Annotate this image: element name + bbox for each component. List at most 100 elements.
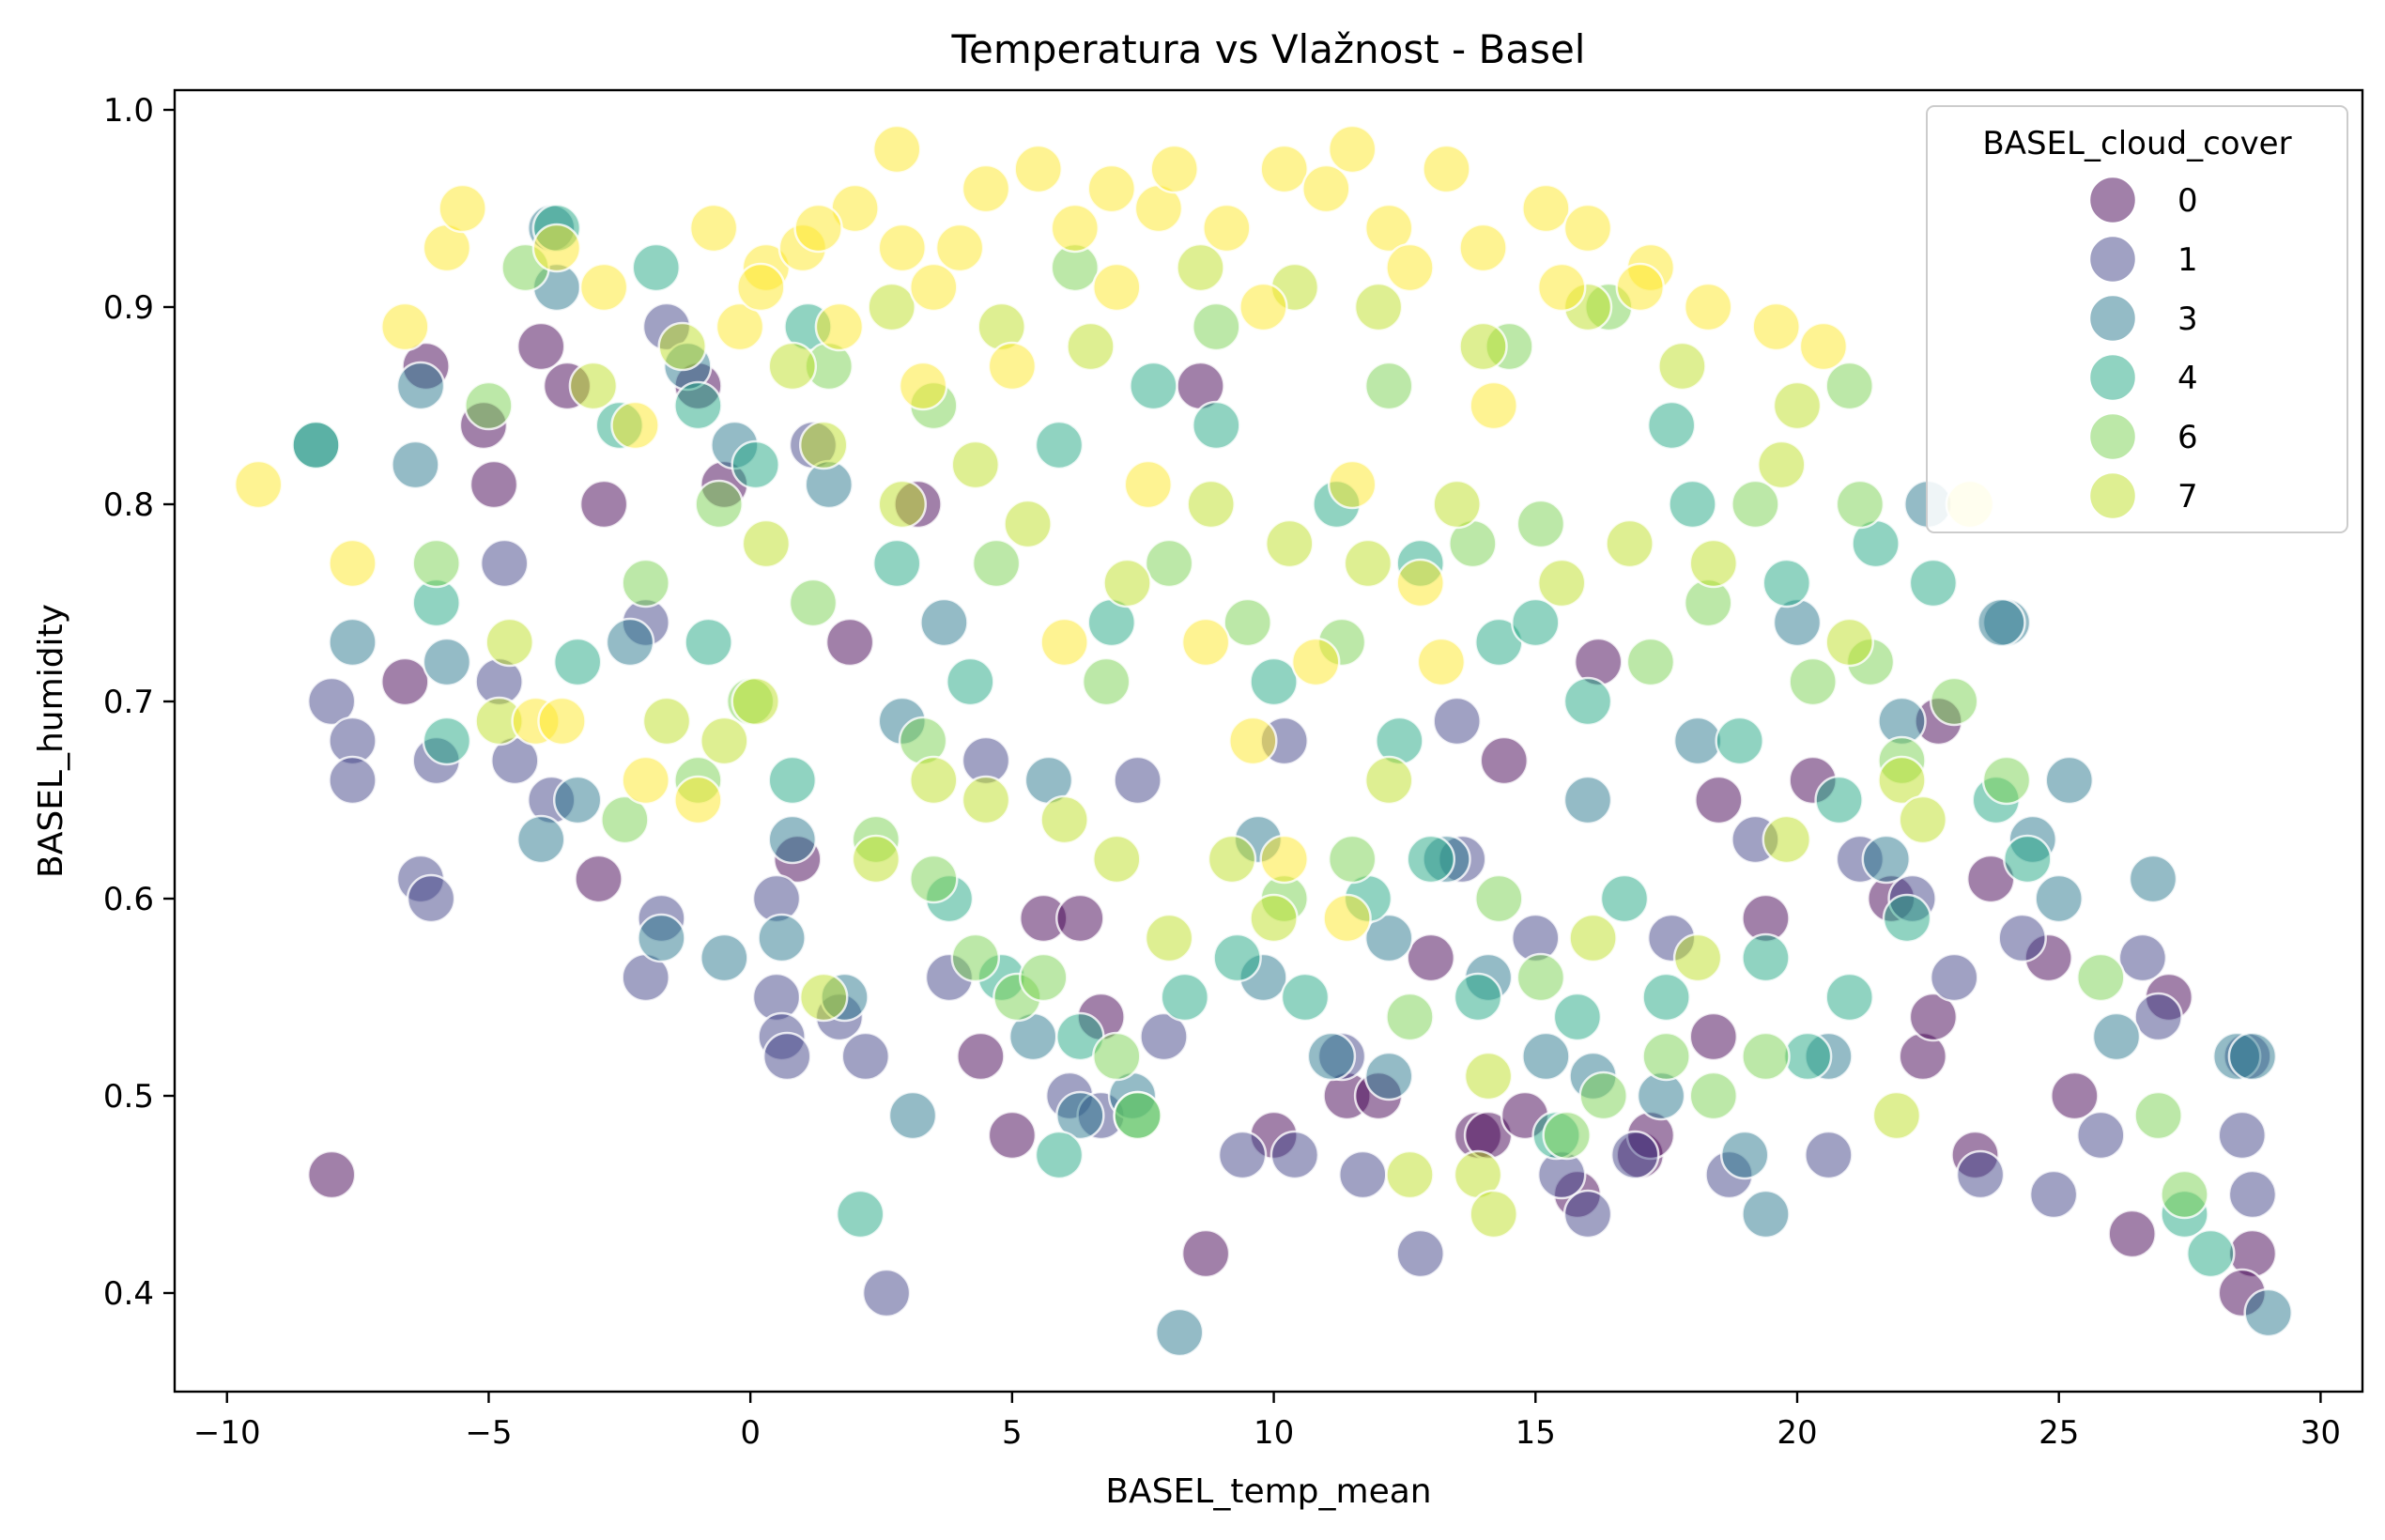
data-point	[798, 420, 849, 470]
x-tick-label: 0	[740, 1414, 761, 1452]
data-point	[877, 479, 928, 530]
data-point	[1762, 814, 1812, 865]
data-point	[1463, 1051, 1514, 1101]
data-point	[1081, 656, 1131, 707]
data-point	[1683, 282, 1733, 332]
legend-title: BASEL_cloud_cover	[1982, 125, 2291, 162]
data-point	[867, 282, 916, 332]
data-point	[328, 755, 377, 806]
data-point	[736, 262, 786, 313]
data-point	[1327, 834, 1377, 885]
data-point	[2133, 992, 2183, 1042]
data-point	[1578, 1070, 1628, 1121]
data-point	[1102, 558, 1152, 608]
data-point	[767, 814, 818, 865]
data-point	[1719, 1130, 1770, 1180]
x-tick-label: −10	[193, 1414, 261, 1452]
data-point	[946, 656, 995, 707]
data-point	[1249, 893, 1299, 944]
data-point	[1751, 301, 1801, 352]
y-tick-label: 0.9	[103, 289, 154, 327]
data-point	[861, 1268, 912, 1318]
legend-label: 6	[2177, 419, 2198, 456]
data-point	[1762, 558, 1812, 608]
data-point	[1641, 972, 1691, 1023]
data-point	[1113, 1090, 1162, 1141]
data-point	[1249, 656, 1299, 707]
data-point	[1657, 341, 1707, 392]
data-point	[2128, 854, 2178, 904]
legend-label: 1	[2177, 241, 2198, 279]
data-point	[411, 538, 461, 589]
data-point	[1395, 558, 1445, 608]
data-point	[2034, 873, 2084, 924]
data-point	[1688, 1070, 1739, 1121]
data-point	[1019, 952, 1069, 1003]
data-point	[1625, 637, 1676, 687]
data-point	[1757, 439, 1807, 490]
data-point	[731, 676, 780, 727]
data-point	[1327, 459, 1377, 510]
data-point	[824, 617, 875, 668]
data-point	[1824, 361, 1874, 411]
data-point	[621, 755, 670, 806]
data-point	[2160, 1169, 2209, 1220]
data-point	[1338, 1149, 1388, 1200]
data-point	[1908, 992, 1959, 1042]
data-point	[391, 439, 440, 490]
data-point	[1086, 163, 1137, 214]
plot-area	[173, 88, 2364, 1394]
data-point	[1306, 1031, 1357, 1082]
data-point	[909, 755, 959, 806]
data-point	[1265, 518, 1315, 569]
data-point	[1562, 676, 1613, 727]
data-point	[1782, 1031, 1833, 1082]
data-point	[2044, 755, 2095, 806]
y-tick-label: 0.7	[103, 684, 154, 721]
data-point	[1160, 972, 1210, 1023]
data-point	[1055, 893, 1105, 944]
x-tick-label: 15	[1516, 1414, 1556, 1452]
data-point	[851, 834, 901, 885]
data-point	[291, 420, 341, 470]
data-point	[1353, 282, 1404, 332]
data-point	[1877, 755, 1927, 806]
data-point	[531, 223, 582, 273]
data-point	[2117, 932, 2168, 983]
data-point	[1092, 262, 1142, 313]
data-point	[1453, 972, 1503, 1023]
data-point	[950, 439, 1001, 490]
data-point	[2186, 1228, 2236, 1279]
data-point	[1363, 361, 1414, 411]
legend-marker	[2087, 234, 2138, 285]
data-point	[1154, 1307, 1205, 1358]
x-tick-label: 10	[1254, 1414, 1294, 1452]
data-point	[1521, 1031, 1571, 1082]
legend: BASEL_cloud_cover 0 1 3 4 6 7	[1926, 105, 2348, 533]
data-point	[1741, 932, 1791, 983]
data-point	[788, 578, 839, 628]
data-point	[961, 775, 1011, 825]
data-point	[1741, 1031, 1791, 1082]
data-point	[1562, 203, 1613, 254]
data-point	[1034, 1130, 1085, 1180]
data-point	[1280, 972, 1331, 1023]
data-point	[741, 518, 792, 569]
data-point	[1432, 479, 1482, 530]
data-point	[1929, 952, 1979, 1003]
data-point	[306, 676, 357, 727]
data-point	[757, 913, 807, 963]
data-point	[1212, 932, 1262, 983]
data-point	[578, 479, 629, 530]
data-point	[1814, 775, 1864, 825]
data-point	[469, 459, 519, 510]
data-point	[1363, 913, 1414, 963]
data-point	[1772, 380, 1823, 431]
data-point	[1039, 617, 1089, 668]
data-point	[1469, 380, 1518, 431]
legend-marker	[2087, 352, 2138, 403]
data-point	[485, 617, 534, 668]
data-point	[1239, 282, 1288, 332]
data-point	[1363, 755, 1414, 806]
legend-marker	[2087, 470, 2138, 521]
